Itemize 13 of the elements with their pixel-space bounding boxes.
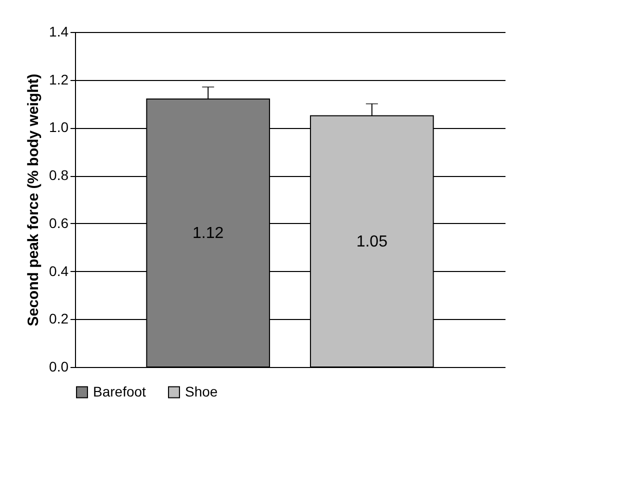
data-label: 1.05 [356,233,388,250]
y-tick-label: 0.0 [49,358,69,374]
y-axis-title: Second peak force (% body weight) [25,74,42,326]
y-tick-label: 1.0 [49,119,69,136]
y-tick-label: 1.4 [49,24,69,40]
legend-label: Shoe [185,383,218,400]
y-tick-label: 1.2 [49,71,69,88]
y-tick-label: 0.8 [49,167,69,184]
legend-label: Barefoot [93,383,146,400]
y-tick-label: 0.4 [49,262,69,279]
data-label: 1.12 [192,225,224,242]
y-tick-label: 0.2 [49,310,69,327]
y-tick-label: 0.6 [49,214,69,231]
